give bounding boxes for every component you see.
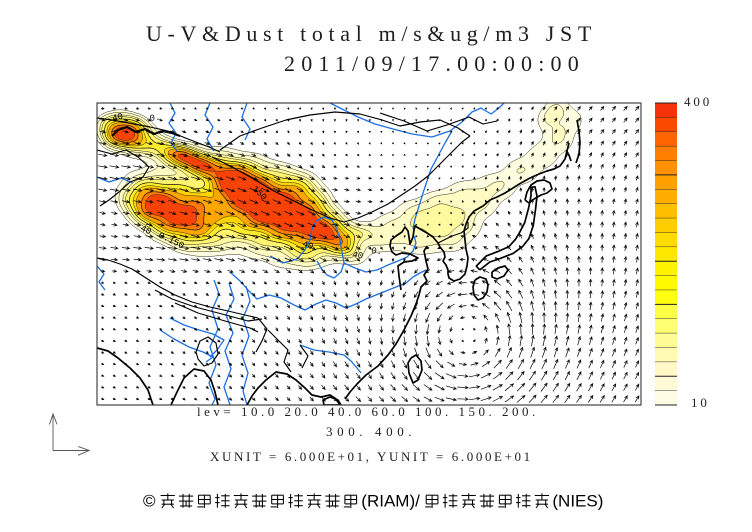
svg-text:©: © [143, 492, 156, 511]
svg-text:40: 40 [352, 250, 364, 261]
svg-text:40: 40 [301, 239, 314, 252]
svg-text:0.: 0. [149, 113, 161, 124]
svg-text:(RIAM)/: (RIAM)/ [361, 492, 420, 511]
svg-text:(NIES): (NIES) [552, 492, 603, 511]
svg-text:40: 40 [139, 224, 153, 238]
svg-text:0.: 0. [371, 246, 383, 257]
svg-text:40: 40 [111, 111, 124, 123]
